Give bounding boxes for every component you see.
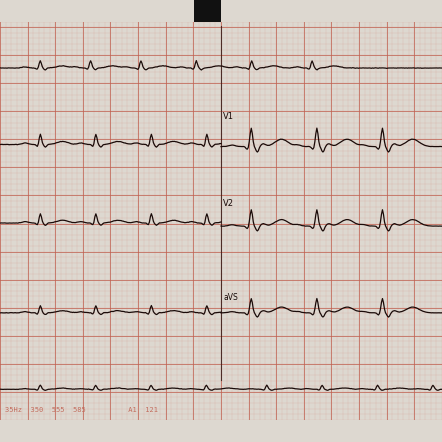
Bar — [194, 0, 221, 22]
Text: 35Hz  350  555  585          A1  121: 35Hz 350 555 585 A1 121 — [5, 407, 158, 413]
Text: aVS: aVS — [223, 293, 238, 301]
Text: V2: V2 — [223, 199, 234, 208]
Text: V1: V1 — [223, 112, 234, 121]
